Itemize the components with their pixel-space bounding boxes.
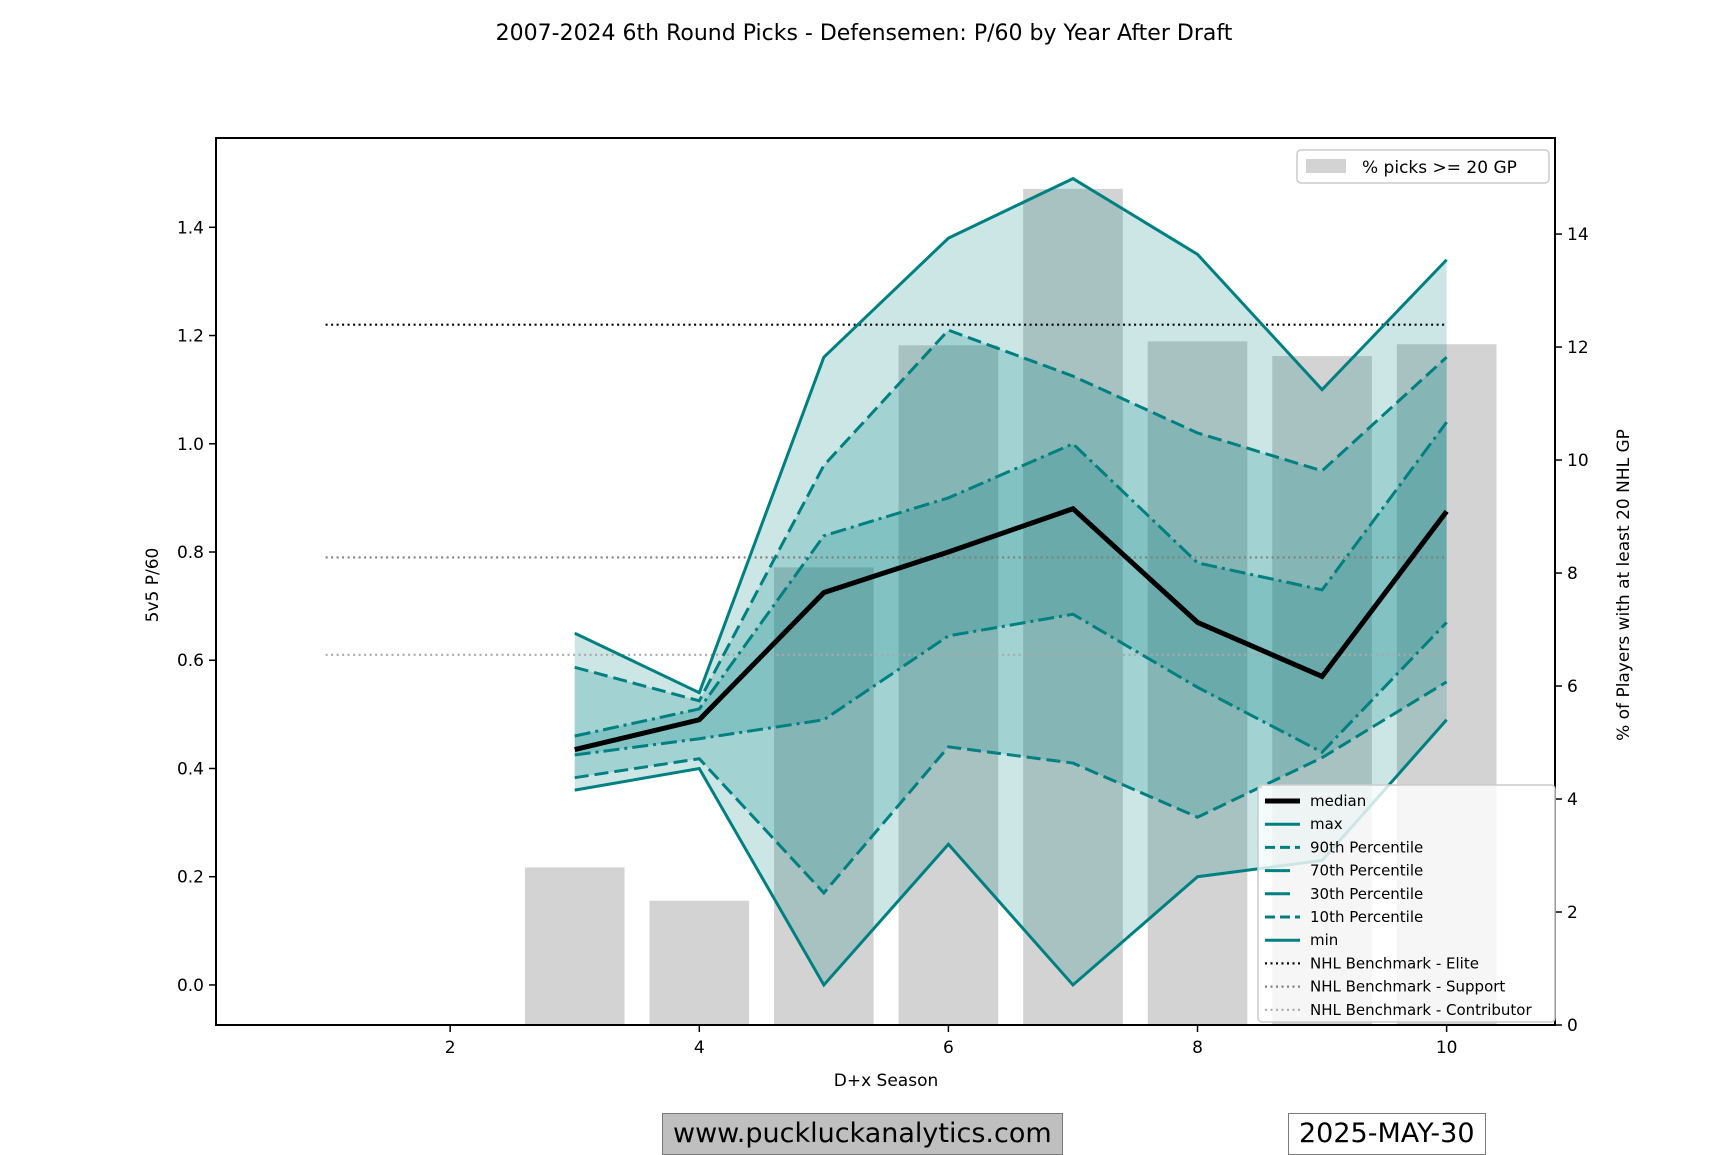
band-fill [574,330,1447,893]
x-tick-label: 2 [445,1038,456,1058]
series-line [574,680,1448,896]
bar [1023,188,1123,1025]
y-tick-label: 0.2 [177,868,204,888]
y2-axis-label: % of Players with at least 20 NHL GP [1614,429,1634,741]
bar [1147,341,1248,1025]
x-tick-label: 8 [1192,1038,1203,1058]
plot-frame [215,137,1556,1026]
legend-label: min [1310,931,1338,949]
legend-label: NHL Benchmark - Support [1310,978,1505,996]
band-fill [574,422,1447,755]
band-fill [574,178,1447,985]
y-axis-left: 0.0 0.2 0.4 0.6 0.8 1.0 1.2 1.4 [177,218,216,996]
legend-label: max [1310,815,1343,833]
legend-label: 90th Percentile [1310,838,1423,856]
y2-tick-label: 4 [1567,790,1578,810]
y-tick-label: 1.4 [177,218,204,238]
y2-tick-label: 14 [1567,225,1589,245]
series-line [574,176,1448,695]
bar [898,345,999,1025]
series-legend: median max 90th Percentile 70th Percentile 3… [1257,784,1556,1023]
footer-date: 2025-MAY-30 [1288,1113,1486,1155]
series-lines [574,176,1449,988]
y-tick-label: 0.6 [177,651,204,671]
series-line [574,612,1448,757]
series-line [574,328,1448,703]
legend-label: NHL Benchmark - Contributor [1310,1001,1532,1019]
legend-label: 30th Percentile [1310,885,1423,903]
footer-website: www.puckluckanalytics.com [662,1113,1063,1155]
bar [649,900,750,1025]
legend-label: 10th Percentile [1310,908,1423,926]
y2-tick-label: 0 [1567,1016,1578,1036]
y-axis-right: 0 2 4 6 8 10 12 14 [1555,225,1589,1036]
x-tick-label: 4 [694,1038,705,1058]
y2-tick-label: 8 [1567,564,1578,584]
y-axis-label: 5v5 P/60 [143,548,163,623]
x-tick-label: 10 [1436,1038,1458,1058]
fills-layer [574,178,1447,985]
x-tick-label: 6 [943,1038,954,1058]
bar [524,867,625,1025]
legend-label: median [1310,792,1366,810]
chart-title: 2007-2024 6th Round Picks - Defensemen: … [496,21,1233,46]
x-axis-label: D+x Season [834,1071,939,1091]
y-tick-label: 1.2 [177,327,204,347]
bar-legend-swatch [1306,159,1346,173]
series-line [574,421,1448,738]
y2-tick-label: 12 [1567,338,1589,358]
bar-legend-label: % picks >= 20 GP [1362,158,1517,178]
legend-label: 70th Percentile [1310,862,1423,880]
y2-tick-label: 6 [1567,677,1578,697]
legend-label: NHL Benchmark - Elite [1310,954,1479,972]
y-tick-label: 1.0 [177,435,204,455]
series-line [574,505,1449,752]
y-tick-label: 0.8 [177,543,204,563]
y2-tick-label: 10 [1567,451,1589,471]
x-axis: 2 4 6 8 10 [445,1025,1458,1058]
y-tick-label: 0.0 [177,976,204,996]
bar-legend: % picks >= 20 GP [1296,149,1550,184]
y-tick-label: 0.4 [177,759,204,779]
y2-tick-label: 2 [1567,903,1578,923]
